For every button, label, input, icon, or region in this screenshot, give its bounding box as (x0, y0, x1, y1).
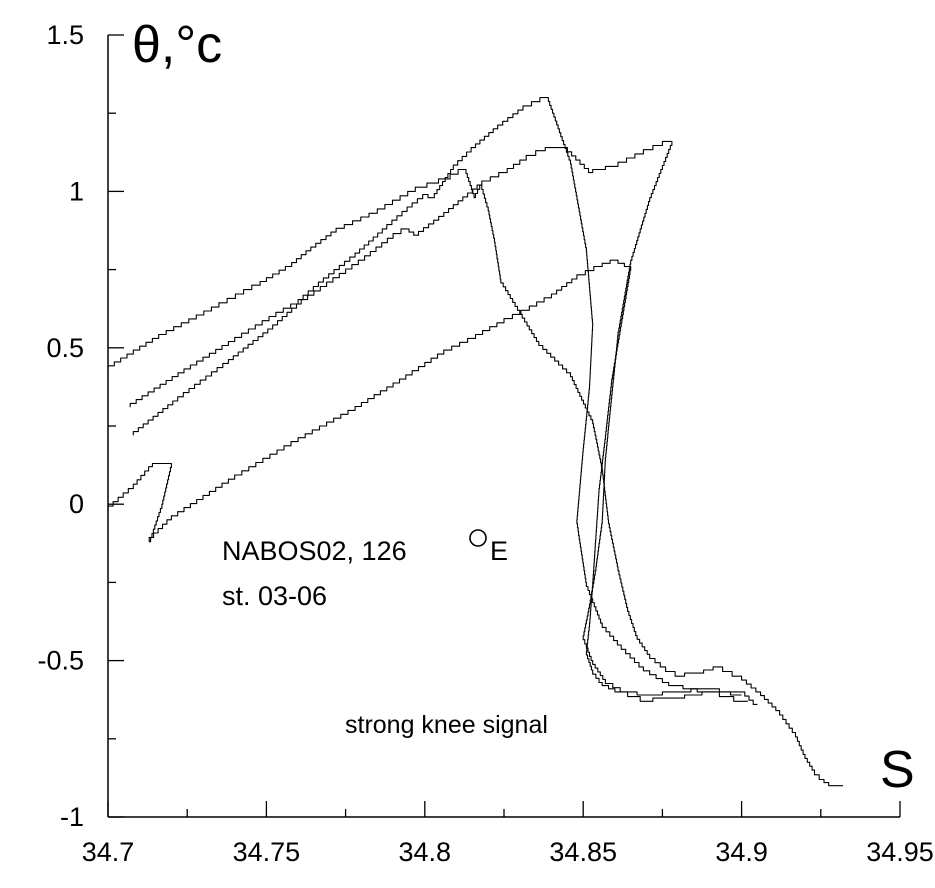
ts-profile-line-4 (107, 259, 742, 696)
x-tick-label: 34.85 (549, 837, 617, 867)
y-tick-label: 1 (69, 176, 84, 206)
annotation-station-title: NABOS02, 126 (222, 536, 407, 566)
y-tick-label: 1.5 (46, 20, 84, 50)
ts-profile-line-3 (132, 140, 748, 702)
y-tick-label: 0 (69, 489, 84, 519)
x-axis-label: S (880, 741, 915, 799)
plot-series (107, 97, 843, 787)
y-tick-label: -0.5 (37, 646, 84, 676)
x-axis: 34.7 34.75 34.8 34.85 34.9 34.95 (82, 801, 934, 867)
x-tick-label: 34.75 (233, 837, 301, 867)
annotation-knee-signal: strong knee signal (345, 711, 548, 739)
annotation-station-numbers: st. 03-06 (222, 581, 327, 611)
x-tick-label: 34.95 (866, 837, 934, 867)
y-tick-label: -1 (60, 802, 84, 832)
y-axis-label: θ,°c (132, 16, 222, 74)
ts-profile-line-1 (107, 168, 843, 787)
y-tick-label: 0.5 (46, 333, 84, 363)
degree-symbol-icon (469, 529, 487, 547)
x-tick-label: 34.8 (399, 837, 452, 867)
annotation-east-label: E (490, 536, 508, 566)
y-axis: -1 -0.5 0 0.5 1 1.5 (37, 20, 124, 832)
x-tick-label: 34.9 (715, 837, 768, 867)
ts-profile-line-2 (129, 97, 758, 705)
x-tick-label: 34.7 (82, 837, 135, 867)
